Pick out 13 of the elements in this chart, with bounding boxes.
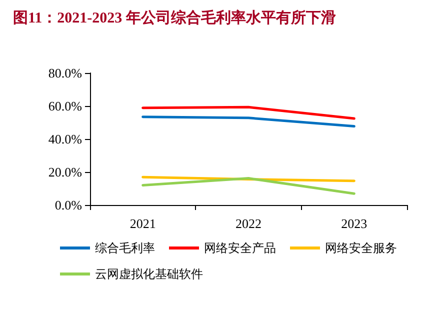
legend-label: 网络安全服务 bbox=[325, 241, 397, 255]
chart-title: 图11：2021-2023 年公司综合毛利率水平有所下滑 bbox=[13, 8, 336, 26]
x-tick-label: 2021 bbox=[130, 216, 156, 231]
legend-label: 网络安全产品 bbox=[204, 241, 276, 255]
y-tick-label: 20.0% bbox=[48, 164, 82, 180]
x-tick-label: 2022 bbox=[236, 216, 262, 231]
y-tick-label: 60.0% bbox=[48, 98, 82, 114]
x-tick-label: 2023 bbox=[341, 216, 368, 231]
legend-label: 云网虚拟化基础软件 bbox=[95, 267, 203, 281]
y-tick-label: 80.0% bbox=[48, 66, 82, 80]
y-tick-label: 40.0% bbox=[48, 132, 82, 146]
legend-label: 综合毛利率 bbox=[95, 241, 155, 255]
y-tick-label: 0.0% bbox=[54, 198, 82, 212]
